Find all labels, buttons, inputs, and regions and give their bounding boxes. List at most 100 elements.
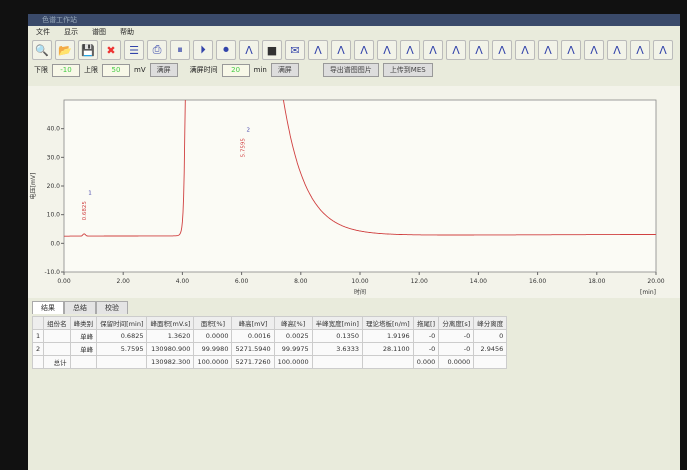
x-tick-label: 12.00: [411, 278, 428, 285]
column-header[interactable]: 峰高[%]: [273, 316, 313, 330]
min-unit: min: [253, 66, 267, 74]
x-tick-label: 6.00: [235, 278, 249, 285]
peak-icon[interactable]: Λ: [239, 40, 259, 60]
dropline-icon[interactable]: Λ: [400, 40, 420, 60]
column-header[interactable]: 分离度[s]: [438, 316, 475, 330]
open-icon[interactable]: 📂: [55, 40, 75, 60]
y-tick-label: 30.0: [47, 154, 61, 161]
table-cell: 1.3620: [146, 329, 195, 343]
peak-fill-icon[interactable]: Λ: [492, 40, 512, 60]
table-cell: [31, 355, 45, 369]
print-icon[interactable]: ⎙: [147, 40, 167, 60]
table-cell: [311, 355, 363, 369]
column-header[interactable]: 峰面积[mV.s]: [146, 316, 195, 330]
column-header[interactable]: 理论塔板[n/m]: [361, 316, 414, 330]
multi-peak-icon[interactable]: Λ: [607, 40, 627, 60]
group-icon[interactable]: Λ: [515, 40, 535, 60]
peak-sharp-icon[interactable]: Λ: [538, 40, 558, 60]
table-cell: -0: [438, 342, 475, 356]
table-cell: 0.0025: [273, 329, 313, 343]
peak-id-label: 2: [247, 127, 251, 133]
baseline-icon[interactable]: Λ: [308, 40, 328, 60]
table-cell: 2.9456: [473, 342, 508, 356]
table-row[interactable]: 总计 130982.300 100.0000 5271.7260 100.0000 0.0…: [31, 355, 508, 369]
column-header[interactable]: [31, 316, 45, 330]
y-tick-label: 10.0: [47, 212, 61, 219]
column-header[interactable]: 峰高[mV]: [231, 316, 275, 330]
full-screen-button[interactable]: 满屏: [149, 63, 178, 77]
split-icon[interactable]: Λ: [331, 40, 351, 60]
column-header[interactable]: 组份名: [43, 316, 71, 330]
tab-calibration[interactable]: 校验: [96, 301, 128, 314]
column-header[interactable]: 半峰宽度[min]: [311, 316, 363, 330]
time-input[interactable]: 20: [221, 63, 250, 77]
record-icon[interactable]: ⏺: [216, 40, 236, 60]
x-tick-label: 14.00: [470, 278, 487, 285]
column-header[interactable]: 峰类别: [69, 316, 98, 330]
result-tabs: 结果 总结 校验: [32, 301, 128, 314]
mv-unit: mV: [134, 66, 146, 74]
skim-icon[interactable]: Λ: [446, 40, 466, 60]
table-row[interactable]: 1 单峰 0.6825 1.3620 0.0000 0.0016 0.0025 0.1350 1…: [31, 329, 508, 343]
lower-limit-input[interactable]: -10: [52, 63, 80, 77]
upper-limit-input[interactable]: 50: [102, 63, 130, 77]
column-header[interactable]: 峰分离度: [473, 316, 508, 330]
column-header[interactable]: 面积[%]: [193, 316, 233, 330]
peak-icon[interactable]: Λ: [469, 40, 489, 60]
signal-trace: [64, 100, 656, 237]
chart-svg: 0.00 2.00 4.00 6.00 8.00 10.00 12.00 14.00 16.00…: [29, 99, 665, 296]
y-axis-label: 电压[mV]: [29, 173, 37, 200]
table-cell: 1: [31, 329, 45, 343]
g-peak-icon[interactable]: Λ: [561, 40, 581, 60]
upload-button[interactable]: 上传到MES: [382, 63, 433, 77]
menu-file[interactable]: 文件: [36, 28, 50, 36]
multi-peak-icon[interactable]: Λ: [584, 40, 604, 60]
table-cell: 5271.5940: [231, 342, 275, 356]
table-row[interactable]: 2 单峰 5.7595 130980.900 99.9980 5271.5940 99.99…: [31, 342, 508, 356]
stop-icon[interactable]: ■: [262, 40, 282, 60]
tab-summary[interactable]: 总结: [64, 301, 96, 314]
table-cell: 0.6825: [96, 329, 148, 343]
full-time-button[interactable]: 满屏: [270, 63, 299, 77]
results-table: 组份名 峰类别 保留时间[min] 峰面积[mV.s] 面积[%] 峰高[mV] 峰高[%]…: [31, 316, 508, 369]
lower-label: 下限: [34, 66, 48, 74]
app-window: 色谱工作站 文件 显示 谱图 帮助 🔍 📂 💾 ✖ ☰ ⎙ ⏸ ⏵ ⏺ Λ ■ ✉ Λ Λ Λ Λ Λ Λ Λ Λ Λ Λ…: [28, 14, 680, 470]
valley-icon[interactable]: Λ: [354, 40, 374, 60]
tab-results[interactable]: 结果: [32, 301, 64, 314]
table-cell: 2: [31, 342, 45, 356]
table-cell: 0.0016: [231, 329, 275, 343]
column-header[interactable]: 拖尾[]: [412, 316, 440, 330]
pause-icon[interactable]: ⏸: [170, 40, 190, 60]
zoom-icon[interactable]: 🔍: [32, 40, 52, 60]
close-icon[interactable]: ✖: [101, 40, 121, 60]
tailing-icon[interactable]: Λ: [423, 40, 443, 60]
plot-area: [63, 99, 657, 273]
table-cell: 100.0000: [273, 355, 313, 369]
table-cell: 0.0000: [438, 355, 475, 369]
column-header[interactable]: 保留时间[min]: [96, 316, 148, 330]
save-icon[interactable]: 💾: [78, 40, 98, 60]
export-image-button[interactable]: 导出谱图图片: [322, 63, 379, 77]
chat-icon[interactable]: ✉: [285, 40, 305, 60]
play-icon[interactable]: ⏵: [193, 40, 213, 60]
list-icon[interactable]: ☰: [124, 40, 144, 60]
menu-chromatogram[interactable]: 谱图: [92, 28, 106, 36]
peak-rt-label: 0.6825: [82, 201, 88, 221]
title-bar: 色谱工作站: [28, 14, 680, 26]
table-cell: 3.6333: [311, 342, 363, 356]
y-tick-label: 0.0: [50, 240, 60, 247]
table-cell: 0.000: [412, 355, 440, 369]
menu-help[interactable]: 帮助: [120, 28, 134, 36]
table-cell: 99.9975: [273, 342, 313, 356]
tangent-icon[interactable]: Λ: [377, 40, 397, 60]
table-cell: [361, 355, 414, 369]
table-cell: [473, 355, 508, 369]
menu-view[interactable]: 显示: [64, 28, 78, 36]
table-cell: -0: [438, 329, 475, 343]
peak-rt-label: 5.7595: [241, 138, 247, 158]
time-label: 满屏时间: [189, 66, 218, 74]
table-cell: 100.0000: [193, 355, 233, 369]
x-axis-label: 时间: [354, 288, 366, 296]
multi-peak-icon[interactable]: Λ: [630, 40, 650, 60]
multi-peak-icon[interactable]: Λ: [653, 40, 673, 60]
